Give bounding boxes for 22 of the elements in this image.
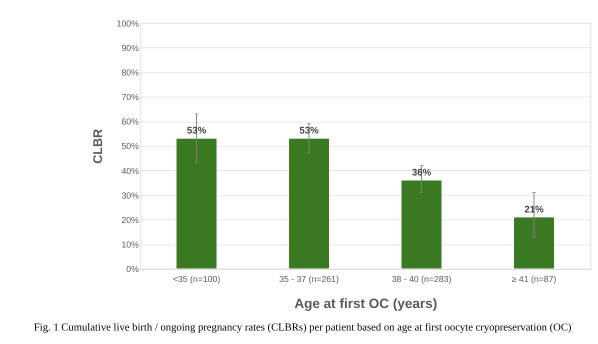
y-tick-label: 30% [121,190,140,200]
x-axis-title: Age at first OC (years) [294,296,438,311]
bar [401,180,442,269]
x-tick-label: ≥ 41 (n=87) [512,274,556,284]
x-tick-label: 38 - 40 (n=283) [392,274,452,284]
y-tick-label: 10% [121,240,140,250]
y-axis-title: CLBR [91,128,106,164]
bar [514,216,555,269]
x-tick-label: <35 (n=100) [172,274,220,284]
y-tick-label: 0% [126,264,140,274]
bar [176,138,218,269]
y-tick-label: 40% [121,166,140,176]
y-tick-label: 80% [121,67,140,78]
y-tick-label: 100% [116,18,140,28]
y-tick-label: 20% [121,214,140,225]
y-tick-label: 70% [121,92,140,102]
caption: Fig. 1 Cumulative live birth / ongoing pregnancy rates (CLBRs) per patient based on age at first oocyte cryopreservation (OC) [34,322,572,334]
y-tick-label: 50% [121,141,140,152]
y-tick-label: 60% [121,116,140,127]
bar [288,138,330,269]
y-tick-label: 90% [121,42,140,53]
x-tick-label: 35 - 37 (n=261) [279,274,339,284]
